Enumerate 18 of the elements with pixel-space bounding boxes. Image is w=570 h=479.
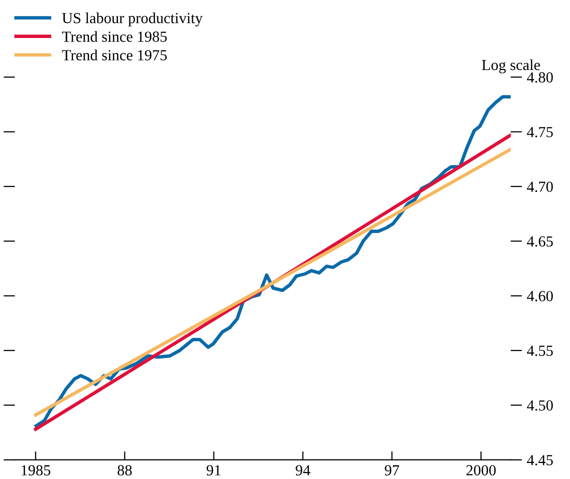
x-tick-label: 91 bbox=[206, 465, 220, 476]
y-tick-label: 4.45 bbox=[526, 455, 553, 466]
y-tick-label: 4.80 bbox=[526, 72, 553, 83]
x-tick-label: 88 bbox=[118, 465, 132, 476]
legend-label: Trend since 1985 bbox=[62, 31, 167, 42]
y-axis-title: Log scale bbox=[482, 59, 540, 74]
y-tick-label: 4.60 bbox=[526, 290, 553, 302]
x-tick-label: 97 bbox=[384, 465, 400, 476]
y-tick-label: 4.55 bbox=[526, 346, 553, 356]
y-tick-label: 4.70 bbox=[526, 182, 553, 192]
y-tick-label: 4.65 bbox=[526, 236, 553, 247]
legend-label: Trend since 1975 bbox=[62, 50, 167, 60]
x-tick-label: 2000 bbox=[466, 465, 496, 476]
x-tick-label: 94 bbox=[296, 465, 310, 476]
x-tick-label: 1985 bbox=[22, 465, 50, 476]
legend-label: US labour productivity bbox=[62, 12, 203, 26]
y-tick-label: 4.50 bbox=[526, 400, 553, 411]
y-tick-label: 4.75 bbox=[526, 127, 553, 138]
